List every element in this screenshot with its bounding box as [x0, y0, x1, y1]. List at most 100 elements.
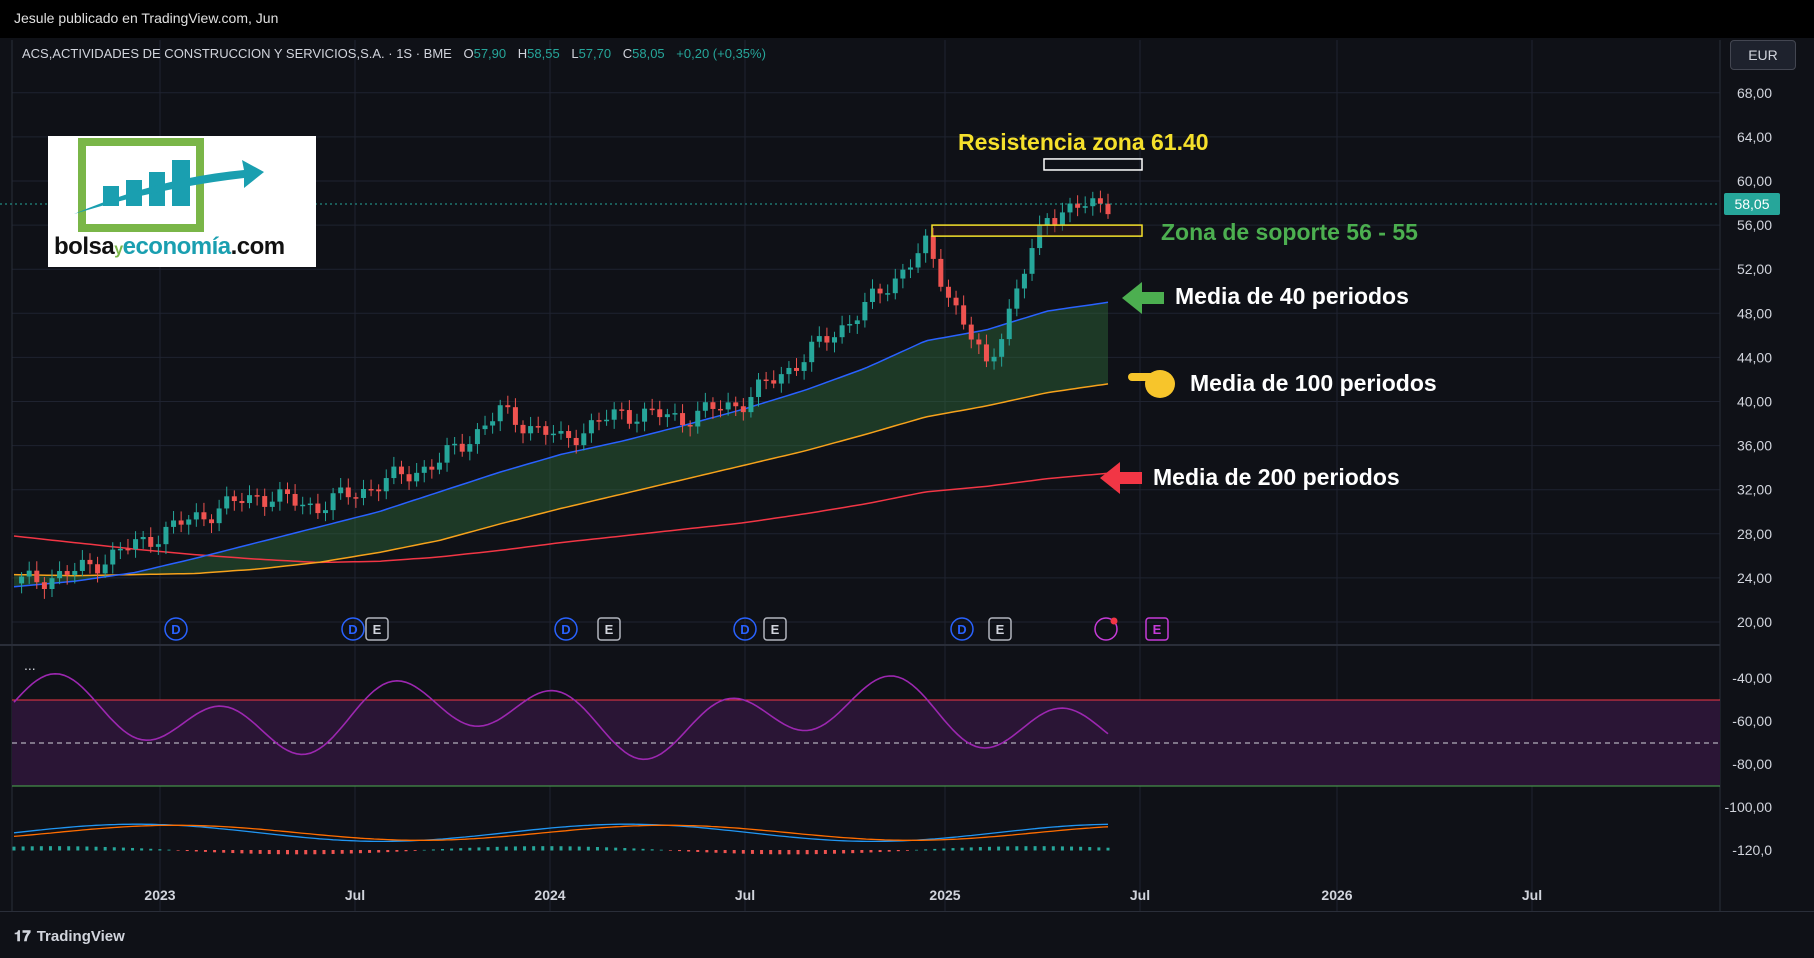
macd-bar: [568, 846, 572, 851]
candle: [262, 488, 268, 516]
macd-bar: [386, 850, 390, 853]
osc-tick: -120,0: [1732, 842, 1772, 858]
macd-bar: [1006, 846, 1010, 851]
time-scale[interactable]: 2023 Jul 2024 Jul 2025 Jul 2026 Jul: [144, 887, 1542, 903]
osc-tick: -80,00: [1732, 756, 1772, 772]
macd-bar: [623, 848, 627, 851]
earnings-marker[interactable]: E: [988, 617, 1012, 641]
tradingview-logo[interactable]: 𝟏𝟕 TradingView: [14, 928, 125, 945]
macd-bar: [1051, 846, 1055, 851]
macd-bar: [513, 846, 517, 851]
candle: [117, 542, 123, 560]
split-marker-icon[interactable]: [1094, 617, 1118, 641]
dividend-marker[interactable]: D: [341, 617, 365, 641]
time-tick: 2026: [1321, 887, 1352, 903]
candle: [41, 577, 47, 599]
oscillator-scale[interactable]: -40,00 -60,00 -80,00 -100,00 -120,0: [1725, 670, 1773, 858]
svg-text:D: D: [348, 622, 357, 637]
macd-bar: [103, 846, 107, 851]
macd-bar: [231, 850, 235, 854]
candle: [938, 248, 944, 292]
resistance-zone-box: [1043, 158, 1143, 171]
candle: [634, 413, 640, 433]
candle: [322, 501, 328, 522]
candle: [193, 503, 199, 527]
candle: [626, 400, 632, 429]
candle: [482, 415, 488, 435]
earnings-marker[interactable]: E: [763, 617, 787, 641]
candle: [930, 227, 936, 268]
candle: [900, 263, 906, 289]
macd-bar: [523, 846, 527, 851]
time-tick: Jul: [1522, 887, 1542, 903]
candle: [611, 402, 617, 429]
macd-bar: [58, 846, 62, 851]
resistance-label: Resistencia zona 61.40: [958, 129, 1209, 155]
dividend-marker[interactable]: D: [950, 617, 974, 641]
candle: [983, 334, 989, 368]
macd-bar: [960, 847, 964, 851]
candle: [171, 511, 177, 534]
svg-text:E: E: [996, 622, 1005, 637]
candle: [581, 423, 587, 451]
candle: [79, 550, 85, 577]
candle: [1067, 197, 1073, 223]
ma200-label: Media de 200 periodos: [1153, 464, 1400, 490]
candle: [307, 497, 313, 515]
dividend-marker[interactable]: D: [554, 617, 578, 641]
candle: [474, 423, 480, 454]
macd-bar: [258, 850, 262, 854]
candle: [999, 333, 1005, 367]
currency-button[interactable]: EUR: [1730, 40, 1796, 70]
price-scale[interactable]: 68,00 64,00 60,00 56,00 52,00 48,00 44,00 40,00…: [1737, 85, 1772, 630]
oscillator-menu[interactable]: ...: [24, 657, 36, 673]
candle: [467, 436, 473, 461]
candle: [505, 395, 511, 414]
price-tick: 48,00: [1737, 305, 1772, 321]
macd-bar: [1070, 846, 1074, 851]
macd-bar: [632, 848, 636, 851]
candle: [376, 484, 382, 502]
dividend-marker[interactable]: D: [733, 617, 757, 641]
earnings-marker[interactable]: E: [1145, 617, 1169, 641]
candle: [718, 400, 724, 418]
macd-bar: [158, 849, 162, 851]
macd-bar: [732, 850, 736, 854]
macd-bar: [787, 850, 791, 855]
candle: [604, 409, 610, 426]
macd-bar: [149, 848, 153, 851]
candle: [1059, 202, 1065, 231]
macd-bar: [650, 849, 654, 851]
ma200-line: [13, 472, 1109, 564]
macd-bar: [887, 850, 891, 852]
macd-bar: [12, 846, 16, 851]
macd-bar: [30, 846, 34, 851]
macd-bar: [714, 850, 718, 853]
macd-bar: [185, 850, 189, 852]
macd-bar: [641, 848, 645, 851]
price-tick: 24,00: [1737, 570, 1772, 586]
dividend-marker[interactable]: D: [164, 617, 188, 641]
candle: [991, 348, 997, 370]
candle: [953, 290, 959, 315]
candle: [300, 496, 306, 515]
macd-bar: [404, 850, 408, 852]
macd-bar: [978, 847, 982, 851]
candle: [95, 556, 101, 583]
candle: [459, 433, 465, 457]
candle: [733, 396, 739, 416]
arrow-left-red-icon: [1100, 462, 1142, 494]
macd-bar: [450, 848, 454, 851]
earnings-marker[interactable]: E: [597, 617, 621, 641]
macd-bar: [659, 849, 663, 851]
earnings-marker[interactable]: E: [365, 617, 389, 641]
price-tick: 40,00: [1737, 394, 1772, 410]
candle: [292, 484, 298, 511]
candle: [1082, 196, 1088, 214]
macd-bar: [295, 850, 299, 855]
candle: [398, 460, 404, 484]
macd-bar: [267, 850, 271, 855]
candle: [1090, 191, 1096, 216]
